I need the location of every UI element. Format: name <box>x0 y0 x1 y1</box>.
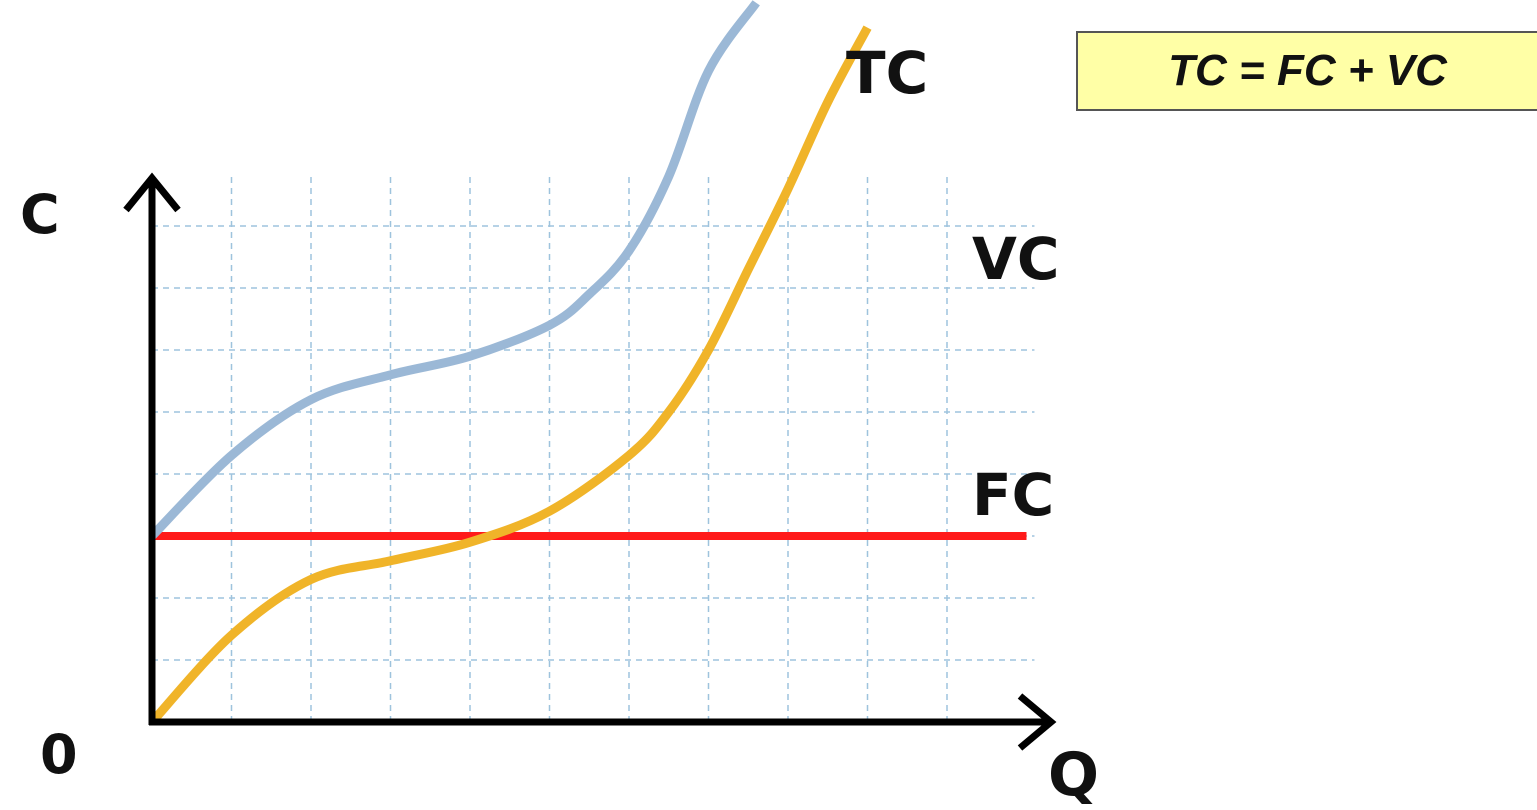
series-label-tc: TC <box>846 39 929 107</box>
y-axis-arrow-icon <box>123 172 181 213</box>
x-axis-label: Q <box>1048 740 1100 810</box>
formula-text: TC = FC + VC <box>1168 46 1447 95</box>
y-axis-label: C <box>20 183 60 246</box>
series-label-vc: VC <box>972 225 1060 293</box>
formula-box: TC = FC + VC <box>1076 31 1537 111</box>
series-line-tc <box>148 0 760 540</box>
x-axis-arrow-icon <box>1017 693 1057 751</box>
series-label-fc: FC <box>972 461 1055 529</box>
axes-layer <box>123 172 1057 751</box>
origin-label: 0 <box>40 723 78 786</box>
series-line-vc <box>148 25 872 726</box>
grid-lines <box>152 176 1035 722</box>
curves-layer <box>148 0 1027 726</box>
